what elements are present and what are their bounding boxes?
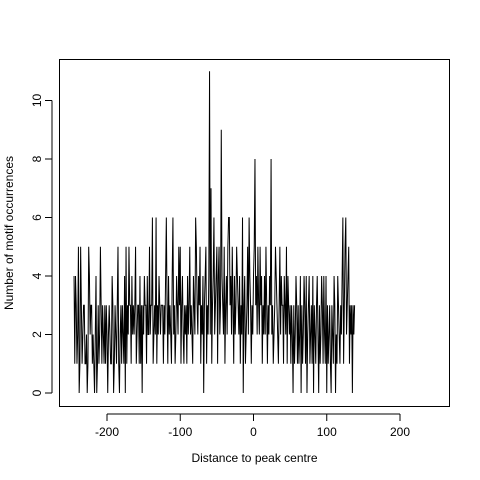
x-tick-label: 100 [317,425,337,439]
y-tick-label: 6 [30,214,44,221]
x-axis: -200 -100 0 100 200 [95,413,410,439]
y-tick-label: 2 [30,331,44,338]
x-tick-label: -100 [168,425,192,439]
y-axis: 0 2 4 6 8 10 [30,94,53,396]
x-tick-label: 200 [390,425,410,439]
series-line [73,71,356,394]
plot-box [59,59,450,407]
x-axis-title: Distance to peak centre [191,451,317,465]
x-tick-label: 0 [250,425,257,439]
y-tick-label: 8 [30,155,44,162]
y-tick-label: 0 [30,389,44,396]
y-axis-title: Number of motif occurrences [2,156,16,310]
y-tick-label: 4 [30,272,44,279]
y-tick-label: 10 [30,94,44,108]
x-tick-label: -200 [95,425,119,439]
